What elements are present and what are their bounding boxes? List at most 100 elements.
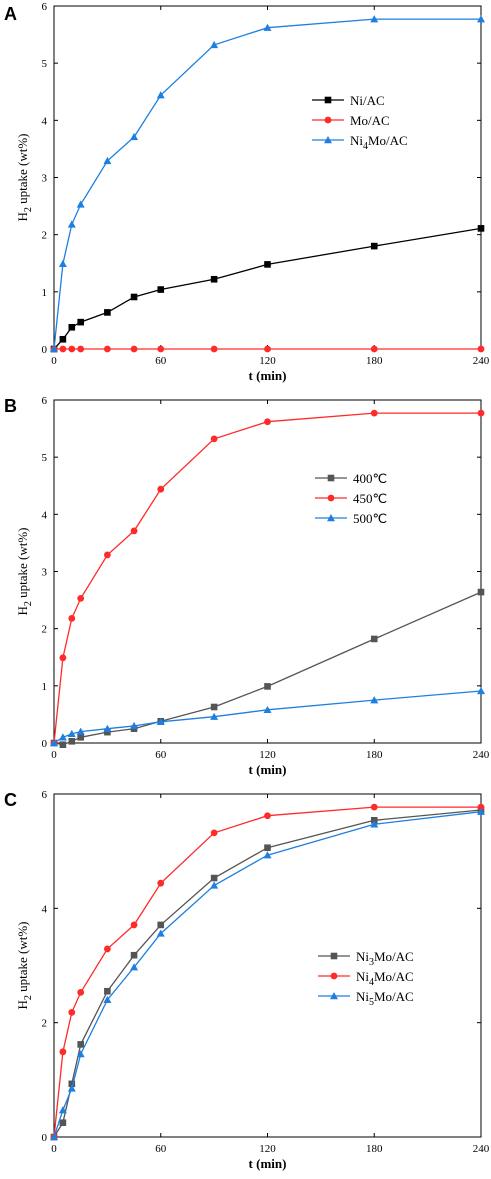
data-point [157,345,165,353]
data-point [210,712,219,720]
data-point [68,345,76,353]
data-point [157,879,165,887]
data-point [130,951,138,959]
data-point [477,803,485,811]
data-point [156,91,165,99]
data-point [370,409,378,417]
y-tick-label: 5 [42,452,48,464]
data-point [263,851,272,859]
x-tick-label: 60 [155,749,167,761]
data-point [477,345,485,353]
data-point [103,995,112,1003]
data-point [68,737,76,745]
data-point [157,485,165,493]
series-line [53,227,482,350]
data-point [327,474,335,482]
panel-label: B [4,396,17,416]
data-point [210,435,218,443]
series-0 [50,225,485,353]
x-axis-title: t (min) [249,368,287,383]
y-tick-label: 1 [42,287,48,299]
data-point [156,929,165,937]
data-point [330,992,338,1000]
data-point [130,132,139,141]
data-point [264,683,271,690]
data-point [68,323,76,331]
data-point [76,200,85,208]
data-point [50,739,58,747]
data-point [370,15,379,23]
data-point [477,588,485,596]
legend-label: Ni4Mo/AC [350,133,408,152]
data-point [58,1106,67,1114]
legend-label: Ni4Mo/AC [356,969,414,988]
y-tick-label: 0 [42,1132,48,1144]
data-point [327,494,335,502]
y-tick-label: 4 [42,509,48,521]
legend-item: Mo/AC [312,113,390,128]
data-point [156,717,165,726]
data-point [77,318,84,326]
data-point [68,1080,76,1088]
legend-label: Mo/AC [350,113,390,128]
y-tick-label: 2 [42,1018,48,1030]
data-point [77,988,85,996]
data-point [103,551,111,559]
data-point [210,275,218,283]
data-point [59,1119,67,1127]
data-point [263,23,272,31]
series-line [53,591,482,746]
data-point [130,921,138,929]
legend-item: Ni5Mo/AC [318,989,414,1008]
series-1 [50,409,485,747]
data-point [58,733,67,741]
data-point [324,136,332,144]
data-point [324,116,332,124]
data-point [370,816,378,824]
y-axis-title: H2 uptake (wt%) [15,527,34,615]
data-point [210,874,218,882]
x-axis-title: t (min) [249,1156,287,1171]
data-point [157,921,165,929]
data-point [68,1008,76,1016]
data-point [330,952,338,960]
data-point [210,829,218,837]
data-point [210,703,218,711]
data-point [264,345,271,353]
data-point [210,345,218,353]
data-point [67,729,76,738]
y-tick-label: 6 [42,1,48,13]
legend-item: Ni4Mo/AC [312,133,408,152]
data-point [370,820,379,828]
data-point [264,844,271,852]
x-tick-label: 60 [155,1143,167,1155]
data-point [59,741,67,749]
series-1 [50,345,485,353]
data-point [130,293,138,301]
series-1 [50,803,485,1141]
x-tick-label: 180 [366,749,383,761]
data-point [477,225,485,232]
data-point [130,721,139,730]
data-point [370,635,378,643]
x-tick-label: 180 [366,1143,383,1155]
data-point [77,1041,84,1048]
series-line [53,811,482,1138]
data-point [477,409,485,417]
data-point [210,881,219,889]
data-point [59,335,67,343]
legend-item: Ni3Mo/AC [318,949,414,968]
data-point [210,40,219,49]
y-tick-label: 1 [42,681,48,693]
data-point [264,261,271,268]
data-point [59,1048,67,1056]
series-2 [50,15,485,353]
legend-item: 450℃ [315,491,387,506]
y-tick-label: 5 [42,58,48,70]
chart-panel-a: A 0 60 120 180 240 0 1 2 3 4 5 6 t (min) H2 uptake (wt… [4,1,490,383]
data-point [370,696,379,704]
data-point [58,259,67,268]
panel-label: A [4,4,17,24]
data-point [477,807,485,815]
